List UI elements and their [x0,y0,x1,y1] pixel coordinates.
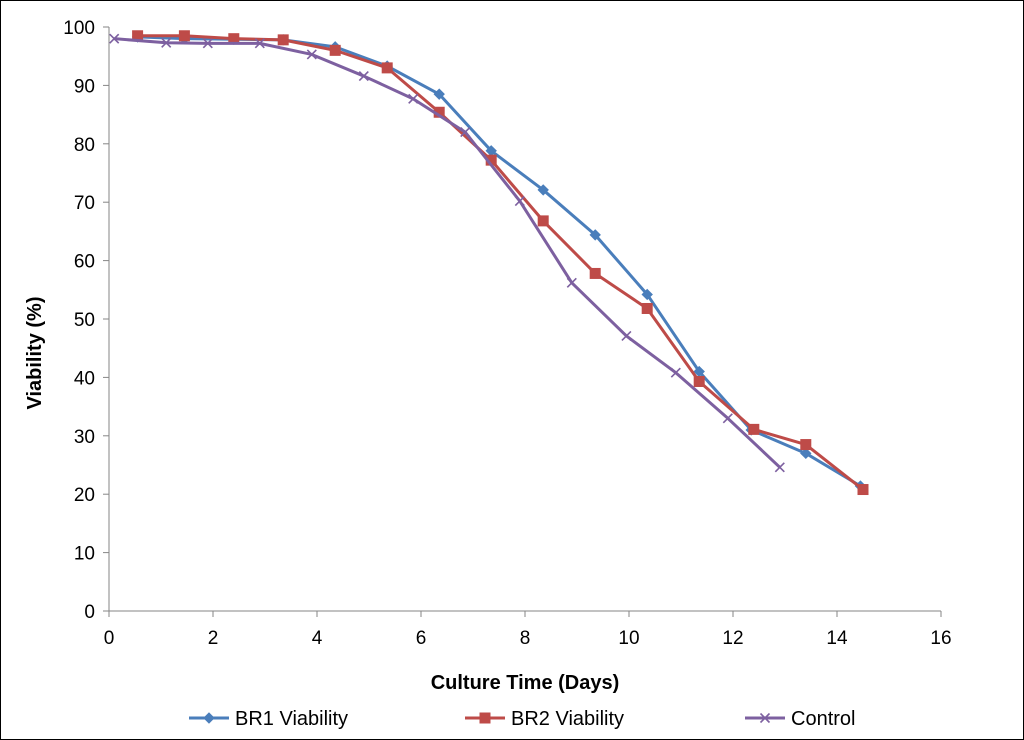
data-point-control [514,195,525,207]
series-control [109,33,785,473]
marker-stroke [306,49,317,60]
marker-stroke [722,413,733,424]
legend-item-br1-viability: BR1 Viability [189,708,348,730]
series-line-br2-viability [137,34,864,491]
series-layer [109,30,869,496]
marker-stroke [254,38,265,49]
marker-stroke [408,93,419,104]
data-point-br1-viability [800,447,812,460]
data-point-br1-viability [589,229,601,241]
x-tick-label: 12 [722,628,743,649]
x-axis-title: Culture Time (Days) [431,672,620,694]
x-tick-label: 10 [618,628,639,649]
data-point-br2-viability [178,30,190,42]
data-point-br2-viability [641,302,653,314]
data-point-control [774,462,785,473]
legend-marker [203,712,215,724]
x-tick-label: 6 [416,628,427,649]
data-point-br2-viability [537,215,549,227]
y-tick-label: 50 [74,310,95,331]
data-point-control [460,127,471,138]
data-point-br2-viability [748,423,760,435]
x-tick-label: 4 [312,628,323,649]
data-point-br2-viability [277,34,289,46]
legend-marker [479,712,491,724]
marker-stroke [566,277,577,288]
marker-stroke [161,37,172,48]
marker-stroke [358,70,369,82]
data-point-control [621,330,632,342]
data-point-control [408,93,419,104]
marker-stroke [202,38,213,49]
data-point-br2-viability [857,484,869,496]
data-point-control [670,367,681,378]
data-point-br1-viability [433,88,445,100]
data-point-br2-viability [329,44,341,56]
data-point-control [202,38,213,49]
y-tick-label: 60 [74,252,95,273]
legend-marker [759,712,771,724]
legend-label: BR1 Viability [235,708,348,730]
data-point-control [109,33,120,44]
series-br1-viability [131,31,867,492]
legend: BR1 Viability BR2 Viability Control [189,708,855,730]
x-tick-label: 0 [104,628,115,649]
data-point-control [566,277,577,288]
data-point-br2-viability [589,267,601,279]
data-point-control [254,38,265,49]
legend-label: Control [791,708,855,730]
legend-label: BR2 Viability [511,708,624,730]
marker-stroke [759,712,771,724]
x-tick-label: 14 [826,628,848,649]
data-point-control [358,70,369,82]
y-tick-label: 10 [74,544,95,565]
data-point-br1-viability [641,288,653,301]
y-tick-label: 80 [74,135,95,156]
legend-item-br2-viability: BR2 Viability [465,708,624,730]
data-point-br1-viability [537,184,549,196]
y-tick-label: 20 [74,485,95,506]
marker-stroke [670,367,681,378]
y-tick-label: 100 [63,18,95,39]
marker-stroke [621,330,632,342]
y-tick-label: 70 [74,193,95,214]
series-br2-viability [132,30,869,496]
data-point-br2-viability [800,439,812,451]
y-tick-label: 30 [74,427,95,448]
series-line-br1-viability [137,35,862,488]
marker-stroke [460,127,471,138]
data-point-br2-viability [381,62,393,74]
y-tick-label: 40 [74,368,95,389]
data-point-control [306,49,317,60]
data-point-control [722,413,733,424]
marker-stroke [109,33,120,44]
legend-item-control: Control [745,708,855,730]
y-tick-label: 0 [84,602,95,623]
axes: 0 10 20 30 40 50 60 70 80 90 100 0 2 4 6 8 10 12 14 16 [63,18,951,649]
data-point-control [161,37,172,48]
marker-stroke [774,462,785,473]
marker-stroke [514,195,525,207]
series-line-control [114,37,781,469]
x-tick-label: 2 [208,628,219,649]
x-tick-label: 8 [520,628,531,649]
y-axis-title: Viability (%) [24,297,46,410]
y-tick-label: 90 [74,76,95,97]
x-tick-label: 16 [930,628,951,649]
data-point-br2-viability [693,375,705,387]
